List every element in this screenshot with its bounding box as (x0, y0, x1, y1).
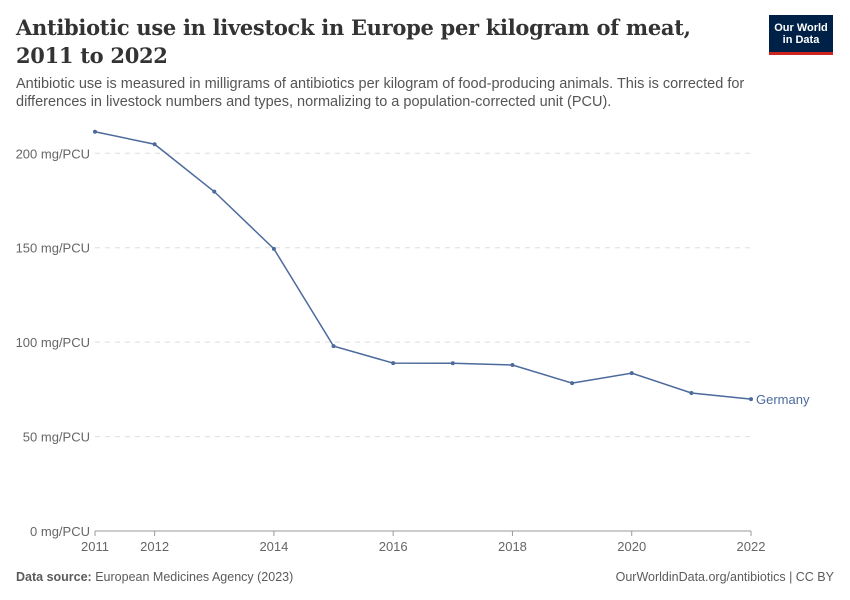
y-tick-label: 200 mg/PCU (16, 146, 90, 161)
data-point (689, 390, 694, 395)
x-tick-label: 2012 (140, 539, 169, 554)
chart-title: Antibiotic use in livestock in Europe pe… (16, 15, 691, 68)
y-tick-label: 150 mg/PCU (16, 241, 90, 256)
series-label: Germany (756, 392, 810, 407)
footer-link[interactable]: OurWorldinData.org/antibiotics | CC BY (615, 570, 834, 584)
data-point (152, 142, 157, 147)
data-point (271, 246, 276, 251)
data-point (391, 361, 396, 366)
series-line (94, 131, 752, 400)
x-tick-label: 2014 (259, 539, 288, 554)
x-tick-label: 2022 (737, 539, 766, 554)
data-point (212, 189, 217, 194)
owid-logo[interactable]: Our World in Data (769, 15, 833, 55)
chart-subtitle: Antibiotic use is measured in milligrams… (16, 76, 745, 110)
data-point (570, 381, 575, 386)
y-tick-label: 50 mg/PCU (23, 430, 90, 445)
y-tick-label: 0 mg/PCU (30, 524, 90, 539)
x-tick-label: 2016 (379, 539, 408, 554)
source-label: Data source: (16, 570, 92, 584)
logo-line2: in Data (782, 33, 820, 46)
data-point (450, 361, 455, 366)
data-point (629, 371, 634, 376)
logo-line1: Our World (774, 21, 828, 34)
x-tick-label: 2011 (81, 539, 109, 554)
data-source: Data source: European Medicines Agency (… (16, 570, 293, 584)
data-point (510, 363, 515, 368)
data-point (749, 397, 753, 402)
y-tick-label: 100 mg/PCU (16, 335, 90, 350)
data-point (93, 129, 97, 134)
x-tick-label: 2020 (617, 539, 646, 554)
source-text[interactable]: European Medicines Agency (2023) (95, 570, 294, 584)
data-point (331, 344, 336, 349)
x-tick-label: 2018 (498, 539, 527, 554)
